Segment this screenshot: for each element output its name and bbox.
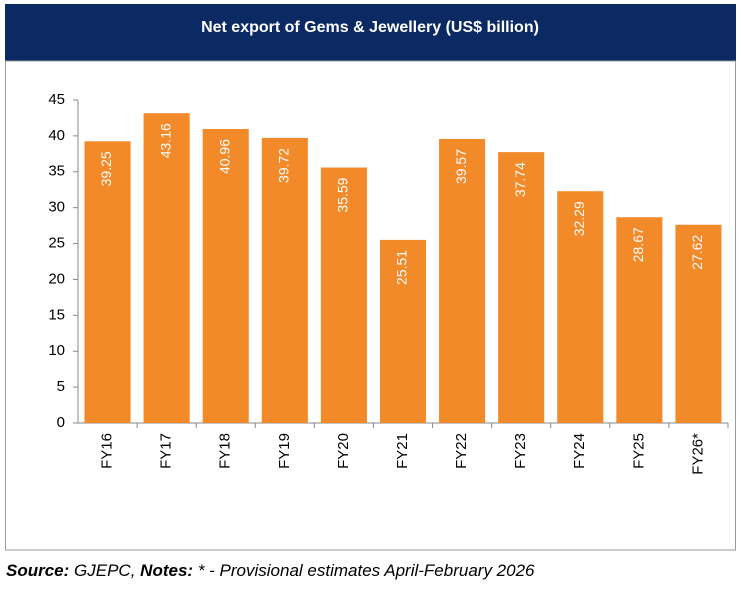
chart-title: Net export of Gems & Jewellery (US$ bill… [201,19,539,36]
bar [379,239,427,423]
y-tick-label: 40 [48,127,65,144]
value-label: 43.16 [157,123,173,158]
x-tick-label: FY22 [453,433,470,469]
bar [439,138,486,423]
value-label: 35.59 [335,177,351,212]
x-tick-label: FY20 [335,433,352,469]
x-tick-label: FY23 [512,433,529,469]
bar [320,167,367,423]
y-tick-label: 30 [48,199,65,216]
y-tick-label: 45 [48,91,65,108]
value-label: 28.67 [630,227,646,262]
x-tick-label: FY25 [630,433,647,469]
bar [202,128,249,423]
y-tick-label: 20 [48,270,65,287]
x-tick-label: FY16 [99,433,116,469]
bar [616,217,663,423]
title-bar [5,4,736,61]
value-label: 27.62 [689,235,705,270]
x-tick-label: FY17 [158,433,175,469]
chart: Net export of Gems & Jewellery (US$ bill… [5,4,736,551]
value-label: 39.57 [453,149,469,184]
y-tick-label: 35 [48,163,65,180]
notes-label: Notes: [140,561,194,580]
y-tick-label: 25 [48,235,65,252]
value-label: 25.51 [394,250,410,285]
bar [261,137,308,423]
x-tick-label: FY26* [689,433,706,475]
bar [84,141,131,423]
x-tick-label: FY18 [217,433,234,469]
value-label: 37.74 [512,162,528,197]
source: GJEPC, [74,561,136,580]
source-label: Source: [6,561,70,580]
x-tick-label: FY21 [394,433,411,469]
value-label: 40.96 [216,139,232,174]
y-tick-label: 5 [57,378,65,395]
value-label: 39.72 [276,148,292,183]
bar [675,224,722,423]
footer: Source: GJEPC, Notes: * - Provisional es… [6,561,534,581]
bar [143,113,190,424]
notes: * - Provisional estimates April-February… [197,561,535,580]
value-label: 39.25 [98,151,114,186]
y-tick-label: 0 [57,414,65,431]
bar [498,152,545,424]
x-tick-label: FY19 [276,433,293,469]
x-tick-label: FY24 [571,433,588,469]
y-tick-label: 15 [48,306,65,323]
value-label: 32.29 [571,201,587,236]
y-tick-label: 10 [48,342,65,359]
bar [557,191,604,423]
